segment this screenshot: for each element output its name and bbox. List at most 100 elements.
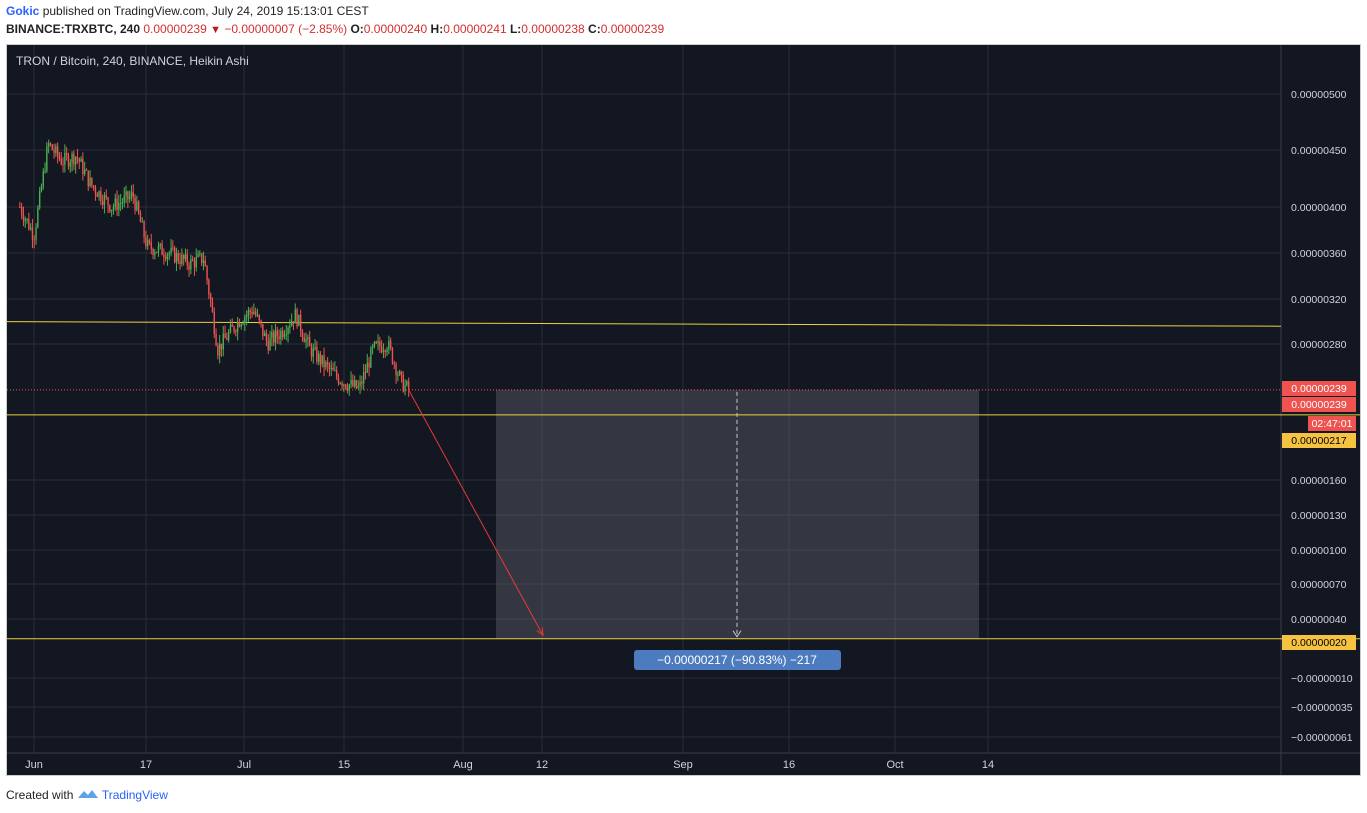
candle-body (330, 367, 332, 370)
y-tick-label: 0.00000320 (1291, 294, 1347, 306)
candle-body (33, 239, 35, 241)
author-name[interactable]: Gokic (6, 4, 40, 18)
candle-body (359, 381, 361, 387)
candle-body (89, 177, 91, 187)
candle-body (40, 186, 43, 192)
candle-body (213, 311, 215, 334)
x-tick-label: 15 (338, 759, 350, 771)
candle-body (283, 334, 286, 337)
candle-body (31, 227, 34, 240)
candle-body (74, 156, 77, 165)
candle-body (209, 294, 212, 302)
candle-body (312, 348, 314, 357)
candle-body (98, 191, 100, 198)
price-tag-bg (1282, 397, 1356, 412)
price-tag-label: 0.00000239 (1291, 399, 1347, 411)
candle-body (334, 370, 336, 372)
candle-body (87, 170, 89, 187)
candle-body (154, 252, 156, 255)
candle-body (404, 385, 406, 392)
open-value: 0.00000240 (363, 22, 428, 36)
candle-body (188, 265, 190, 270)
candle-body (316, 347, 318, 362)
candle-body (110, 209, 113, 212)
high-value: 0.00000241 (443, 22, 507, 36)
candle-body (139, 213, 142, 223)
candle-body (85, 169, 88, 171)
candle-body (105, 195, 107, 198)
x-tick-label: 17 (140, 759, 152, 771)
tradingview-brand-link[interactable]: TradingView (101, 788, 168, 802)
candle-body (49, 143, 52, 145)
candle-body (398, 371, 401, 375)
candle-body (152, 249, 154, 255)
candle-body (348, 384, 350, 391)
candle-body (220, 343, 223, 350)
candle-body (164, 257, 167, 260)
candle-body (235, 331, 237, 333)
candle-body (112, 206, 115, 210)
candle-body (262, 324, 264, 336)
candle-body (181, 254, 183, 265)
candle-body (191, 259, 194, 261)
candle-body (148, 240, 151, 242)
candle-body (361, 381, 363, 384)
candle-body (82, 158, 84, 175)
candle-body (121, 202, 124, 204)
candle-body (296, 309, 298, 327)
low-value: 0.00000238 (521, 22, 585, 36)
y-tick-label: 0.00000360 (1291, 248, 1347, 260)
candle-body (123, 195, 125, 203)
close-label: C: (588, 22, 601, 36)
candle-body (103, 195, 106, 205)
candle-body (343, 384, 345, 386)
candle-body (218, 343, 221, 356)
candle-body (278, 336, 280, 340)
x-tick-label: Sep (673, 759, 693, 771)
candle-body (132, 192, 134, 198)
candle-body (76, 156, 79, 159)
candle-body (400, 371, 403, 375)
candle-body (344, 384, 347, 389)
candle-body (314, 347, 316, 349)
candle-body (146, 240, 149, 247)
chart-canvas[interactable]: TRON / Bitcoin, 240, BINANCE, Heikin Ash… (7, 45, 1360, 775)
candle-body (244, 317, 246, 324)
y-tick-label: −0.00000061 (1291, 732, 1353, 744)
candle-body (276, 330, 278, 337)
candle-body (377, 341, 379, 343)
candle-body (26, 218, 28, 220)
measure-label: −0.00000217 (−90.83%) −217 (657, 653, 817, 667)
y-tick-label: 0.00000500 (1291, 89, 1347, 101)
candle-body (127, 191, 129, 200)
candle-body (406, 381, 408, 386)
candle-body (134, 197, 136, 211)
projection-arrowhead-icon (536, 627, 544, 637)
projection-arrow (408, 389, 544, 636)
candle-body (310, 346, 313, 357)
candle-body (370, 348, 372, 368)
candle-body (395, 363, 397, 376)
candle-body (179, 261, 181, 265)
candle-body (28, 218, 30, 230)
candle-body (337, 376, 340, 384)
chart-panel[interactable]: TRON / Bitcoin, 240, BINANCE, Heikin Ash… (6, 44, 1361, 776)
candle-body (245, 315, 248, 318)
x-tick-label: Jun (25, 759, 43, 771)
candle-body (355, 380, 358, 388)
candle-body (341, 383, 343, 386)
publish-text: published on TradingView.com, July 24, 2… (39, 4, 369, 18)
candle-body (42, 171, 44, 187)
candle-body (335, 370, 338, 377)
y-tick-label: 0.00000100 (1291, 545, 1347, 557)
candle-body (350, 380, 352, 385)
last-price: 0.00000239 (143, 22, 207, 36)
candle-body (251, 312, 253, 314)
candle-body (200, 253, 203, 263)
candle-body (157, 245, 160, 252)
candle-body (368, 362, 370, 368)
candle-body (172, 247, 174, 249)
candle-body (364, 372, 367, 374)
candle-body (37, 207, 39, 227)
candle-body (307, 337, 309, 340)
